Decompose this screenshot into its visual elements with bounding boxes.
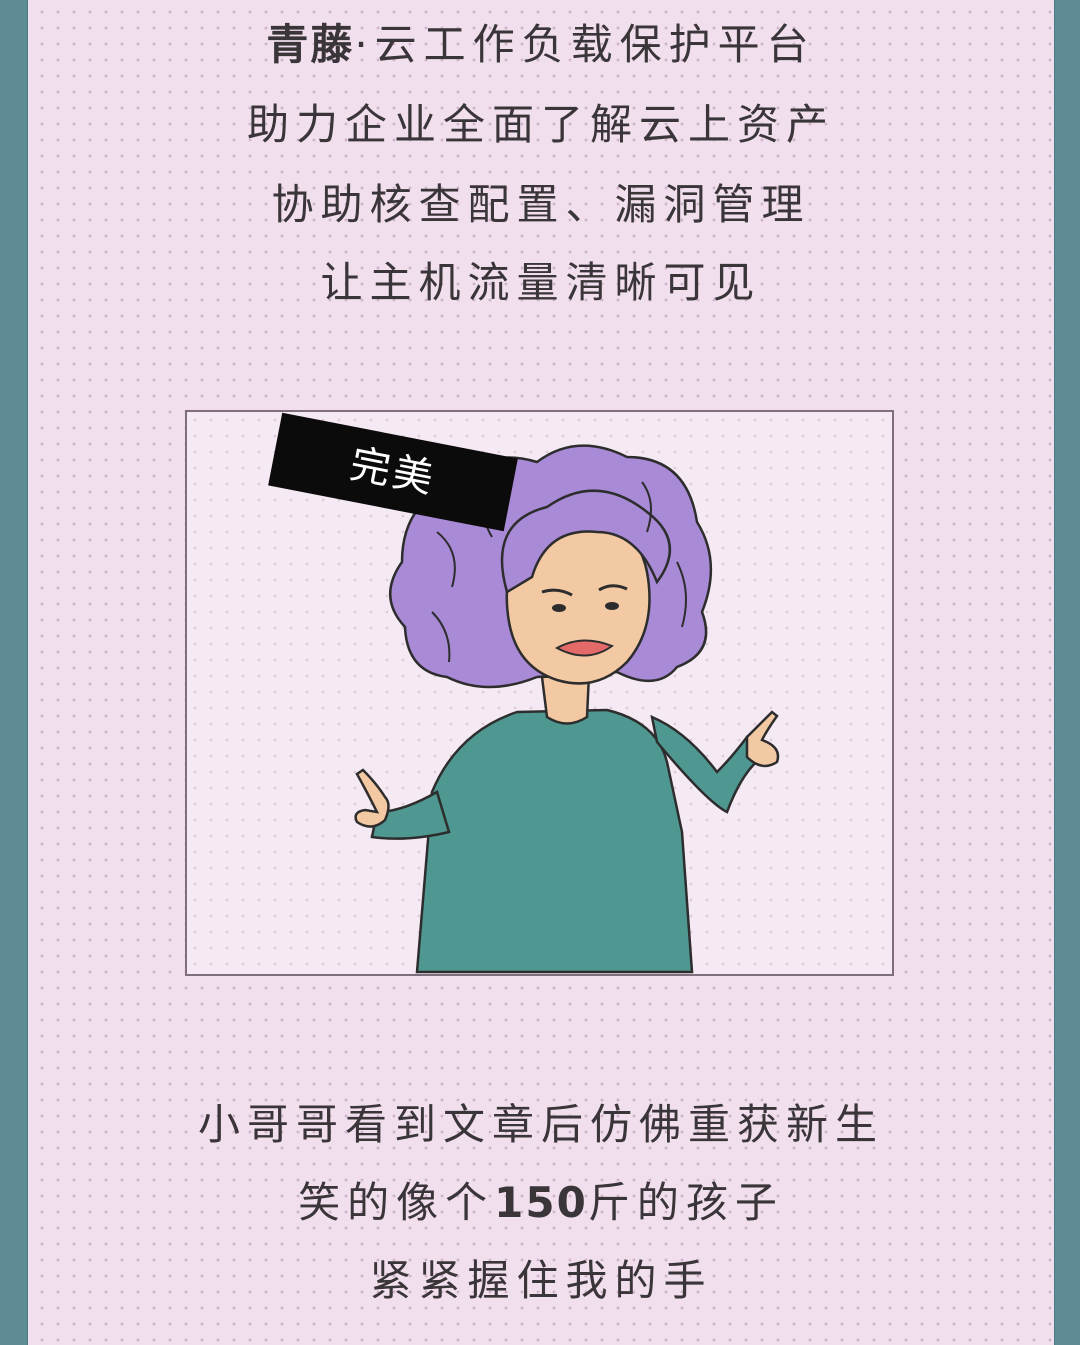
right-eye	[605, 602, 619, 610]
outro-line-2-post: 斤的孩子	[587, 1178, 784, 1227]
outro-line-2: 笑的像个150斤的孩子	[28, 1178, 1054, 1228]
outro-number: 150	[494, 1178, 588, 1227]
eyebrows	[541, 584, 628, 597]
left-hand-shape	[354, 768, 390, 828]
illustration-frame	[185, 410, 894, 976]
outro-line-1: 小哥哥看到文章后仿佛重获新生	[197, 1100, 884, 1149]
intro-line-3: 协助核查配置、漏洞管理	[271, 180, 811, 229]
intro-line-4: 让主机流量清晰可见	[320, 258, 762, 307]
left-eye	[552, 604, 566, 612]
left-arm-shape	[370, 790, 451, 840]
woman-illustration	[354, 444, 780, 974]
neck-shape	[540, 672, 591, 725]
intro-line-1-rest: ·云工作负载保护平台	[354, 20, 816, 69]
paper-background: 青藤·云工作负载保护平台 助力企业全面了解云上资产 协助核查配置、漏洞管理 让主…	[28, 0, 1054, 1345]
outro-line-3: 紧紧握住我的手	[369, 1256, 713, 1305]
sweater-shape	[415, 708, 694, 974]
lips	[554, 639, 615, 657]
right-hand-shape	[745, 710, 780, 768]
outro-line-2-pre: 笑的像个	[298, 1178, 495, 1227]
intro-line-2: 助力企业全面了解云上资产	[246, 100, 835, 149]
intro-line-1: 青藤·云工作负载保护平台	[28, 20, 1054, 70]
hair-fringe-shape	[500, 489, 672, 594]
brand-name: 青藤	[266, 20, 355, 69]
